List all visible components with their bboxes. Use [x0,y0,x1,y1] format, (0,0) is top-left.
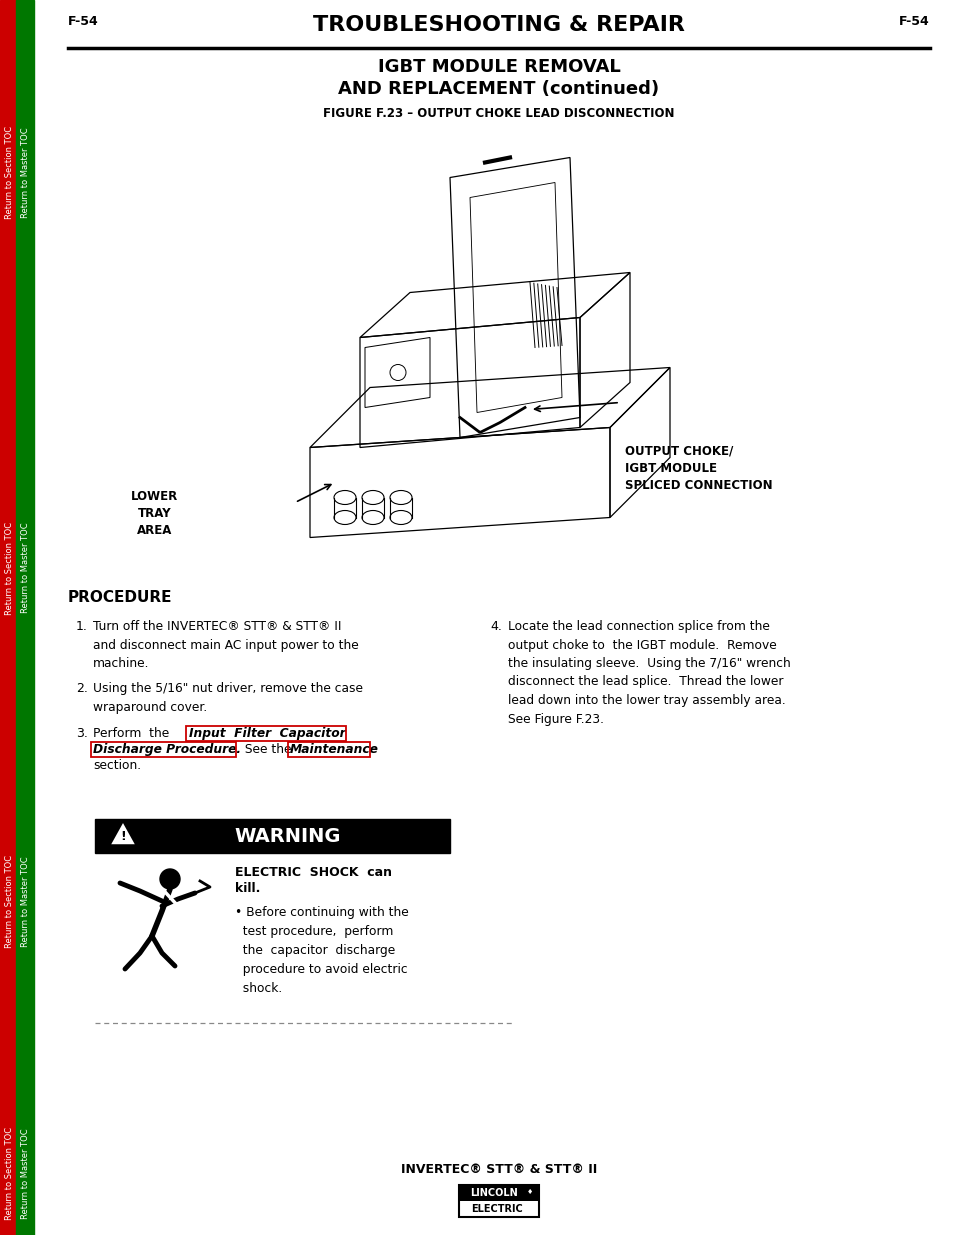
Bar [458,1186,538,1200]
Bar [95,819,450,853]
Text: section.: section. [92,760,141,772]
Text: kill.: kill. [234,882,260,895]
Text: Return to Section TOC: Return to Section TOC [6,521,14,615]
Bar [458,1186,538,1216]
Text: F-54: F-54 [68,15,99,28]
Text: PROCEDURE: PROCEDURE [68,590,172,605]
Text: Discharge Procedure.: Discharge Procedure. [92,743,241,756]
Text: TROUBLESHOOTING & REPAIR: TROUBLESHOOTING & REPAIR [313,15,684,35]
Text: Locate the lead connection splice from the
output choke to  the IGBT module.  Re: Locate the lead connection splice from t… [507,620,790,725]
Text: Return to Master TOC: Return to Master TOC [22,1128,30,1219]
Text: 2.: 2. [76,682,88,695]
Text: Perform  the: Perform the [92,727,169,740]
Text: Return to Section TOC: Return to Section TOC [6,855,14,948]
Text: LOWER
TRAY
AREA: LOWER TRAY AREA [132,490,178,537]
Text: FIGURE F.23 – OUTPUT CHOKE LEAD DISCONNECTION: FIGURE F.23 – OUTPUT CHOKE LEAD DISCONNE… [323,107,674,120]
Text: Maintenance: Maintenance [290,743,378,756]
Text: Return to Section TOC: Return to Section TOC [6,1126,14,1220]
Text: Input  Filter  Capacitor: Input Filter Capacitor [189,727,345,740]
Text: 3.: 3. [76,727,88,740]
Text: !: ! [120,830,126,844]
Text: • Before continuing with the
  test procedure,  perform
  the  capacitor  discha: • Before continuing with the test proced… [234,906,408,995]
Polygon shape [112,825,132,844]
Text: Return to Section TOC: Return to Section TOC [6,126,14,220]
Text: ♦: ♦ [526,1189,533,1195]
Bar [16,0,34,1235]
Text: ELECTRIC: ELECTRIC [471,1204,522,1214]
Text: F-54: F-54 [899,15,929,28]
Text: OUTPUT CHOKE/
IGBT MODULE
SPLICED CONNECTION: OUTPUT CHOKE/ IGBT MODULE SPLICED CONNEC… [624,445,772,492]
Text: 1.: 1. [76,620,88,634]
Text: LINCOLN: LINCOLN [470,1188,517,1198]
Text: 4.: 4. [490,620,501,634]
Text: WARNING: WARNING [234,826,340,846]
Circle shape [160,869,180,889]
Text: INVERTEC® STT® & STT® II: INVERTEC® STT® & STT® II [400,1163,597,1176]
Text: AND REPLACEMENT (continued): AND REPLACEMENT (continued) [338,80,659,98]
Text: Return to Master TOC: Return to Master TOC [22,856,30,947]
Text: Return to Master TOC: Return to Master TOC [22,127,30,219]
Text: IGBT MODULE REMOVAL: IGBT MODULE REMOVAL [377,58,619,77]
Text: ELECTRIC  SHOCK  can: ELECTRIC SHOCK can [234,866,392,879]
Text: See the: See the [241,743,292,756]
Text: Return to Master TOC: Return to Master TOC [22,522,30,614]
Text: Turn off the INVERTEC® STT® & STT® II
and disconnect main AC input power to the
: Turn off the INVERTEC® STT® & STT® II an… [92,620,358,671]
Text: Using the 5/16" nut driver, remove the case
wraparound cover.: Using the 5/16" nut driver, remove the c… [92,682,363,714]
Bar [0,0,16,1235]
